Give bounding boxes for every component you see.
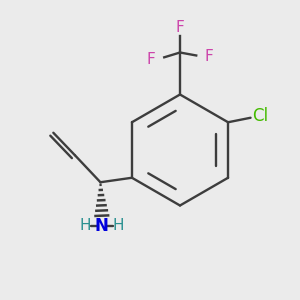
Text: H: H xyxy=(80,218,91,233)
Text: F: F xyxy=(146,52,155,68)
Text: N: N xyxy=(95,217,109,235)
Text: F: F xyxy=(176,20,184,34)
Text: F: F xyxy=(205,50,214,64)
Text: Cl: Cl xyxy=(252,107,268,125)
Text: H: H xyxy=(113,218,124,233)
